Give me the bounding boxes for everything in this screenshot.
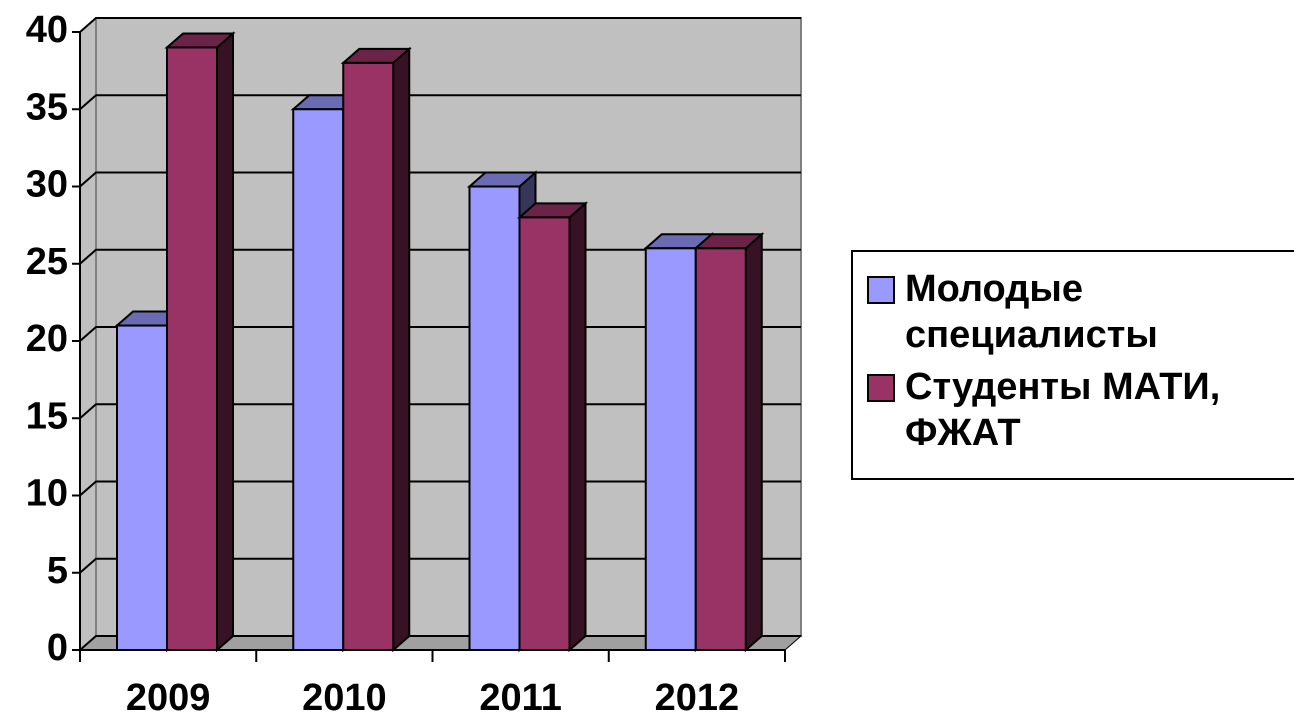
y-tick-label: 25	[26, 241, 68, 283]
x-tick-label: 2009	[126, 677, 211, 717]
y-tick-label: 5	[47, 550, 68, 592]
bar-side	[568, 201, 587, 653]
bar	[166, 46, 218, 651]
y-tick-label: 10	[26, 473, 68, 515]
bar-side	[216, 31, 234, 653]
bar-side	[744, 232, 763, 653]
y-tick-label: 0	[47, 627, 68, 669]
bar	[644, 247, 697, 652]
legend-swatch	[867, 374, 895, 402]
y-tick-label: 40	[26, 9, 68, 51]
y-tick-label: 20	[26, 318, 68, 360]
legend-swatch	[867, 276, 895, 304]
y-tick-label: 30	[26, 164, 68, 206]
y-tick-label: 15	[26, 395, 68, 437]
bar-side	[392, 46, 411, 653]
bar	[518, 216, 571, 651]
x-tick-label: 2011	[479, 677, 561, 717]
legend-label: Студенты МАТИ, ФЖАТ	[905, 366, 1221, 454]
grid-line	[79, 171, 801, 188]
legend-label: Молодые специалисты	[905, 268, 1158, 356]
x-tick-label: 2010	[302, 677, 387, 717]
legend: Молодые специалисты Студенты МАТИ, ФЖАТ	[851, 250, 1294, 480]
bar	[468, 185, 521, 651]
grid-line	[79, 94, 801, 111]
legend-item: Студенты МАТИ, ФЖАТ	[867, 364, 1294, 456]
y-tick-label: 35	[26, 86, 68, 128]
bar	[292, 108, 345, 651]
bar	[694, 247, 747, 652]
legend-item: Молодые специалисты	[867, 266, 1294, 358]
grid-line	[79, 17, 801, 33]
x-tick-label: 2012	[655, 677, 740, 717]
bar	[342, 61, 395, 651]
bar	[116, 324, 168, 651]
